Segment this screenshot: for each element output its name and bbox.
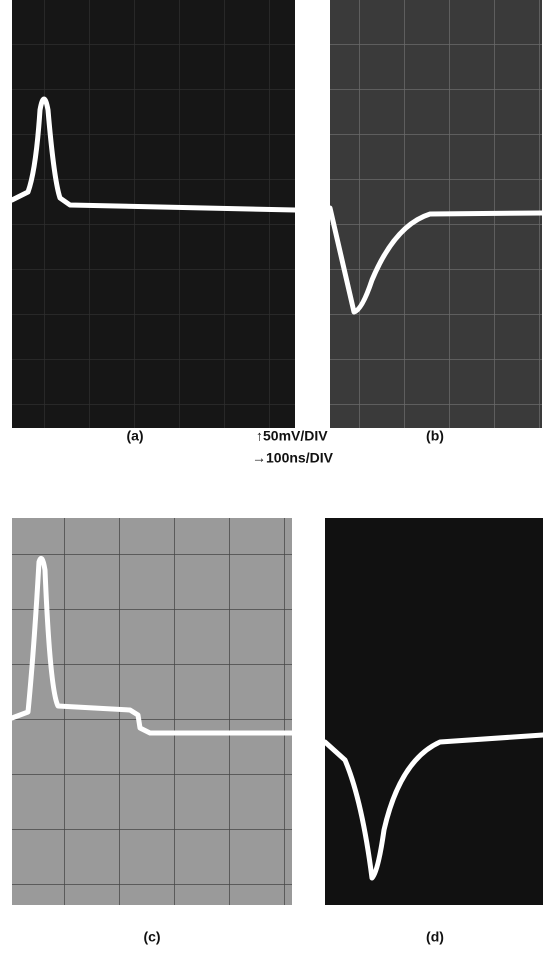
panel-label: (c) <box>143 929 160 945</box>
panel-b <box>327 0 545 428</box>
panel-a <box>9 0 298 428</box>
panel-label: (d) <box>426 929 444 945</box>
panel-label: (a) <box>126 428 143 444</box>
panel-d <box>322 518 546 905</box>
panel-label: (b) <box>426 428 444 444</box>
scale-vertical: ↑50mV/DIV <box>256 428 328 444</box>
panel-c <box>9 518 295 905</box>
scale-horizontal: →100ns/DIV <box>252 450 334 466</box>
